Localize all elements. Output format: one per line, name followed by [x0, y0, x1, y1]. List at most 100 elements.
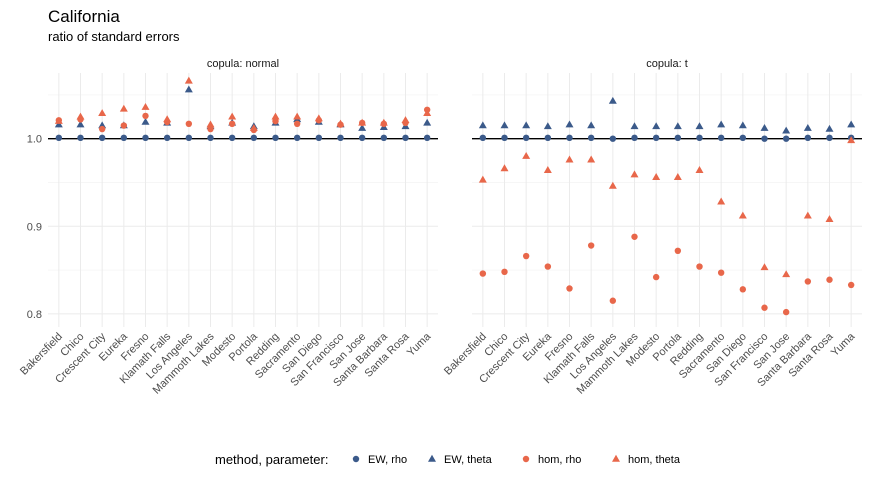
data-point	[500, 121, 509, 129]
facet-panel-1: copula: normal0.80.91.0BakersfieldChicoC…	[18, 58, 438, 397]
data-point	[76, 120, 85, 128]
data-point	[782, 270, 791, 278]
data-point	[163, 134, 171, 142]
data-point	[358, 123, 367, 131]
data-point	[337, 134, 344, 142]
data-point	[674, 247, 682, 254]
data-point	[674, 134, 682, 142]
data-point	[54, 120, 63, 128]
data-point	[760, 263, 769, 271]
data-point	[120, 134, 128, 142]
data-point	[163, 115, 172, 123]
data-point	[272, 117, 279, 125]
data-point	[826, 276, 833, 283]
data-point	[738, 121, 747, 129]
data-point	[803, 123, 812, 131]
data-point	[271, 112, 280, 120]
data-point	[739, 134, 747, 142]
y-tick-label: 0.9	[27, 221, 42, 233]
data-point	[423, 118, 432, 126]
legend-key-circle	[352, 455, 360, 463]
legend-label: hom, theta	[628, 454, 681, 466]
data-point	[141, 117, 150, 125]
data-point	[544, 263, 552, 270]
x-tick-label: Bakersfield	[442, 331, 489, 378]
data-point	[423, 134, 431, 142]
data-point	[184, 85, 193, 93]
data-point	[782, 135, 790, 142]
y-tick-label: 0.8	[27, 309, 42, 321]
legend-key-triangle	[428, 454, 436, 462]
data-point	[565, 155, 574, 163]
data-point	[631, 134, 638, 142]
data-point	[207, 125, 214, 133]
legend-item: EW, theta	[428, 454, 493, 466]
chart-subtitle: ratio of standard errors	[48, 29, 180, 44]
data-point	[738, 211, 747, 219]
data-point	[314, 114, 323, 122]
data-point	[293, 134, 301, 142]
data-point	[544, 134, 552, 142]
data-point	[54, 116, 63, 124]
data-point	[847, 136, 856, 144]
data-point	[696, 263, 703, 270]
data-point	[76, 112, 85, 120]
data-point	[695, 122, 704, 130]
data-point	[847, 120, 856, 128]
data-point	[761, 304, 768, 311]
data-point	[478, 175, 487, 183]
data-point	[55, 134, 63, 142]
facet-panels: copula: normal0.80.91.0BakersfieldChicoC…	[18, 58, 862, 397]
x-tick-label: Bakersfield	[18, 331, 65, 378]
data-point	[804, 278, 812, 285]
data-point	[717, 269, 725, 276]
data-point	[228, 112, 237, 120]
data-point	[587, 121, 596, 129]
data-point	[120, 122, 128, 129]
data-point	[847, 281, 855, 289]
data-point	[652, 173, 661, 180]
data-point	[206, 120, 215, 128]
data-point	[358, 134, 366, 142]
data-point	[336, 119, 345, 127]
data-point	[522, 134, 530, 142]
data-point	[825, 124, 834, 132]
y-tick-label: 1.0	[27, 134, 42, 146]
legend: method, parameter: EW, rho EW, theta hom, …	[215, 452, 681, 467]
data-point	[98, 109, 107, 117]
x-tick-label: Yuma	[405, 330, 434, 359]
data-point	[423, 109, 432, 117]
data-point	[500, 164, 509, 172]
data-point	[717, 120, 726, 128]
data-point	[501, 268, 508, 276]
data-point	[673, 122, 682, 130]
data-point	[98, 134, 106, 142]
data-point	[543, 166, 552, 173]
data-point	[184, 76, 193, 84]
data-point	[522, 252, 530, 260]
data-point	[630, 170, 639, 178]
x-tick-label: Yuma	[829, 330, 858, 359]
data-point	[782, 308, 790, 316]
data-point	[825, 215, 834, 222]
data-point	[695, 166, 704, 173]
data-point	[739, 286, 747, 293]
data-point	[543, 122, 552, 130]
data-point	[761, 135, 768, 142]
data-point	[652, 134, 660, 142]
facet-strip-label: copula: normal	[207, 58, 279, 70]
chart-title: California	[48, 7, 120, 26]
legend-label: EW, theta	[444, 454, 493, 466]
data-point	[228, 134, 236, 142]
data-point	[358, 118, 367, 126]
data-point	[98, 125, 106, 133]
data-point	[566, 285, 573, 292]
data-point	[98, 121, 107, 129]
data-point	[185, 120, 193, 128]
data-point	[185, 134, 193, 142]
data-point	[141, 102, 150, 110]
data-point	[479, 134, 487, 142]
data-point	[77, 134, 84, 142]
